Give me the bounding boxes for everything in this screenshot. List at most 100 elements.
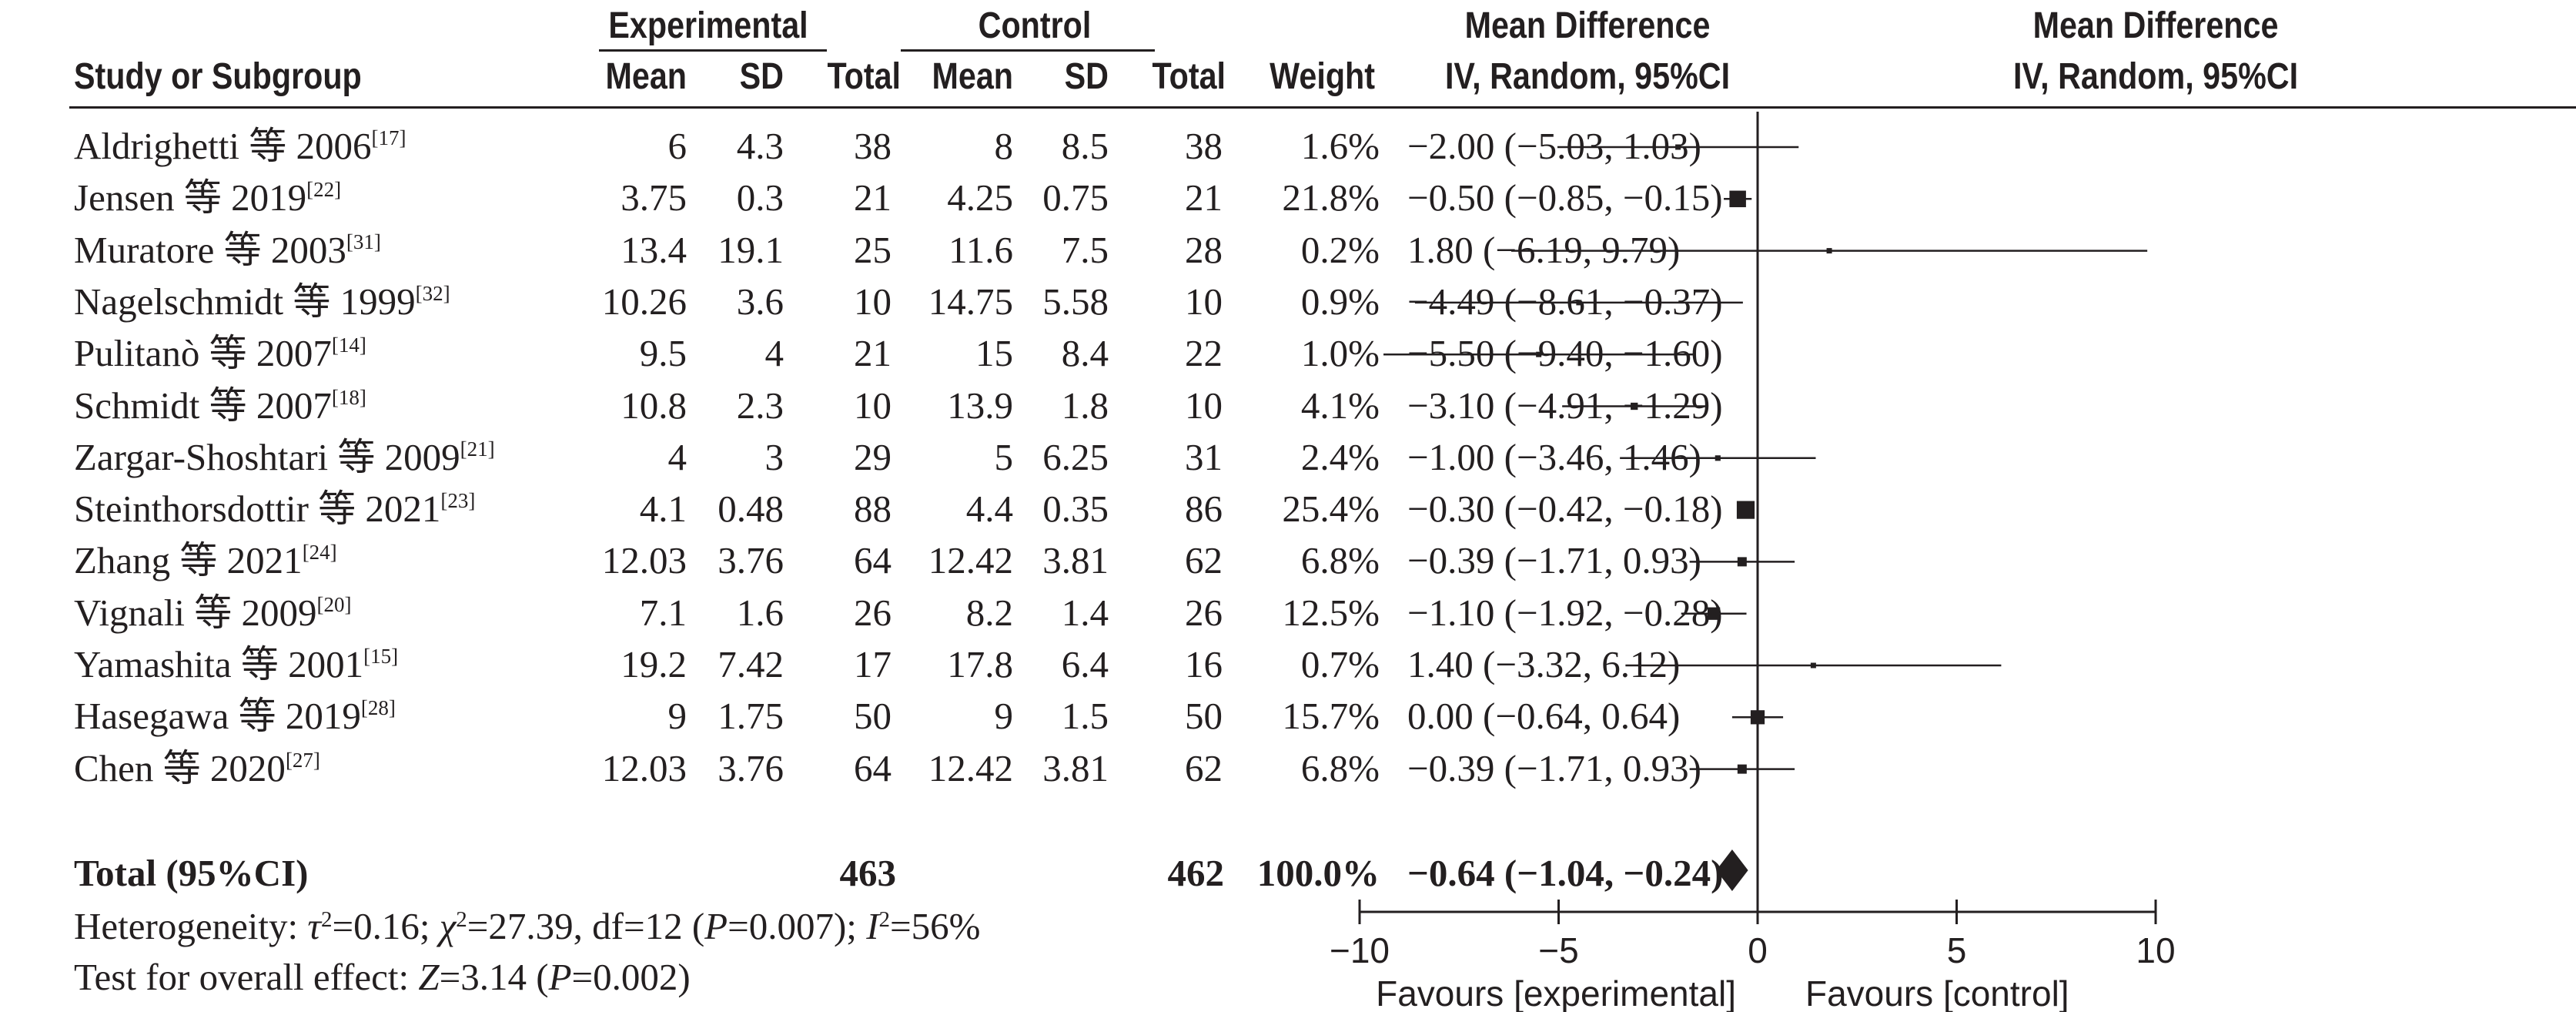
ctl-sd-cell: 3.81 xyxy=(1042,746,1109,789)
ci-text-cell: −0.39 (−1.71, 0.93) xyxy=(1407,539,1701,582)
exp-total-cell: 38 xyxy=(854,125,892,167)
effect-marker xyxy=(1631,402,1638,410)
pooled-diamond xyxy=(1716,849,1748,891)
weight-cell: 6.8% xyxy=(1300,746,1380,789)
exp-sd-cell: 4 xyxy=(764,332,785,375)
exp-mean-cell: 7.1 xyxy=(639,591,687,634)
ctl-mean-cell: 12.42 xyxy=(928,539,1013,582)
exp-sd-cell: 7.42 xyxy=(718,643,784,685)
exp-sd-cell: 3 xyxy=(764,435,785,478)
ci-text-cell: −5.50 (−9.40, −1.60) xyxy=(1407,332,1723,375)
exp-total-cell: 10 xyxy=(854,280,892,323)
weight-cell: 0.2% xyxy=(1300,228,1380,271)
exp-total-cell: 25 xyxy=(854,228,892,271)
effect-marker xyxy=(1576,300,1582,306)
ctl-total-cell: 86 xyxy=(1185,488,1223,531)
study-reference: [15] xyxy=(363,645,399,668)
ctl-sd-cell: 5.58 xyxy=(1042,280,1109,323)
ctl-mean-cell: 15 xyxy=(975,332,1013,375)
study-name: Pulitanò 等 2007[14] xyxy=(74,332,366,380)
study-name: Muratore 等 2003[31] xyxy=(74,229,381,277)
study-reference: [27] xyxy=(285,748,320,772)
exp-sd-cell: 19.1 xyxy=(718,228,784,271)
x-tick-label: −10 xyxy=(1330,930,1390,970)
header-experimental: Experimental xyxy=(608,5,808,46)
ctl-mean-cell: 8 xyxy=(994,125,1014,167)
ctl-total-cell: 10 xyxy=(1185,384,1223,427)
exp-total-cell: 17 xyxy=(854,643,892,685)
header-exp-sd: SD xyxy=(739,56,784,97)
study-reference: [17] xyxy=(371,126,406,149)
weight-cell: 1.6% xyxy=(1300,125,1380,167)
header-exp-total: Total xyxy=(827,56,901,97)
exp-mean-cell: 10.8 xyxy=(621,384,687,427)
ctl-mean-cell: 12.42 xyxy=(928,746,1013,789)
effect-marker xyxy=(1737,557,1747,567)
x-tick-label: 5 xyxy=(1947,930,1967,970)
effect-marker xyxy=(1736,501,1755,519)
header-rule xyxy=(69,106,2576,109)
study-name: Hasegawa 等 2019[28] xyxy=(74,695,396,743)
header-ctl-sd: SD xyxy=(1064,56,1109,97)
exp-mean-cell: 12.03 xyxy=(601,539,687,582)
study-name-text: Chen 等 2020 xyxy=(74,746,286,789)
effect-marker xyxy=(1675,144,1681,150)
weight-cell: 0.9% xyxy=(1300,280,1380,323)
weight-cell: 15.7% xyxy=(1282,695,1380,738)
study-name-text: Aldrighetti 等 2006 xyxy=(74,125,372,167)
exp-total-cell: 26 xyxy=(854,591,892,634)
ctl-sd-cell: 0.75 xyxy=(1042,176,1109,219)
study-name: Jensen 等 2019[22] xyxy=(74,176,341,225)
exp-total-cell: 50 xyxy=(854,695,892,738)
exp-total-cell: 29 xyxy=(854,435,892,478)
ci-text-cell: −1.00 (−3.46, 1.46) xyxy=(1407,435,1701,478)
study-name-text: Zargar-Shoshtari 等 2009 xyxy=(74,435,460,478)
ctl-sd-cell: 1.4 xyxy=(1061,591,1109,634)
effect-marker xyxy=(1826,248,1832,254)
weight-cell: 4.1% xyxy=(1300,384,1380,427)
ctl-mean-cell: 4.25 xyxy=(947,176,1013,219)
ctl-sd-cell: 1.5 xyxy=(1061,695,1109,738)
header-method-text: IV, Random, 95%CI xyxy=(1444,56,1731,97)
study-name: Zhang 等 2021[24] xyxy=(74,539,337,588)
study-name-text: Hasegawa 等 2019 xyxy=(74,695,361,738)
exp-sd-cell: 0.48 xyxy=(718,488,784,531)
exp-sd-cell: 3.76 xyxy=(718,539,784,582)
exp-mean-cell: 10.26 xyxy=(601,280,687,323)
effect-marker xyxy=(1729,190,1746,208)
ctl-mean-cell: 14.75 xyxy=(928,280,1013,323)
header-ctl-mean: Mean xyxy=(932,56,1013,97)
ctl-total-cell: 50 xyxy=(1185,695,1223,738)
exp-sd-cell: 3.6 xyxy=(736,280,784,323)
favours-experimental-label: Favours [experimental] xyxy=(1376,973,1736,1012)
x-tick-label: −5 xyxy=(1538,930,1578,970)
ctl-total-cell: 21 xyxy=(1185,176,1223,219)
ctl-mean-cell: 13.9 xyxy=(947,384,1013,427)
ctl-total-cell: 38 xyxy=(1185,125,1223,167)
total-exp-total: 463 xyxy=(839,852,897,894)
study-name-text: Vignali 等 2009 xyxy=(74,591,317,634)
exp-mean-cell: 9.5 xyxy=(639,332,687,375)
ctl-sd-cell: 1.8 xyxy=(1061,384,1109,427)
study-reference: [28] xyxy=(360,696,396,720)
exp-mean-cell: 13.4 xyxy=(621,228,687,271)
exp-total-cell: 21 xyxy=(854,332,892,375)
effect-marker xyxy=(1737,764,1747,774)
ctl-sd-cell: 7.5 xyxy=(1061,228,1109,271)
header-method-plot: IV, Random, 95%CI xyxy=(2012,56,2299,97)
experimental-underline xyxy=(599,49,827,52)
study-reference: [31] xyxy=(346,230,381,253)
header-study: Study or Subgroup xyxy=(74,56,362,97)
heterogeneity-text: Heterogeneity: τ2=0.16; χ2=27.39, df=12 … xyxy=(74,905,981,947)
header-exp-mean: Mean xyxy=(605,56,687,97)
exp-total-cell: 64 xyxy=(854,539,892,582)
study-name: Steinthorsdottir 等 2021[23] xyxy=(74,488,475,536)
exp-total-cell: 64 xyxy=(854,746,892,789)
header-ctl-total: Total xyxy=(1152,56,1226,97)
ctl-total-cell: 26 xyxy=(1185,591,1223,634)
header-control: Control xyxy=(978,5,1092,46)
header-weight: Weight xyxy=(1270,56,1375,97)
ctl-total-cell: 62 xyxy=(1185,746,1223,789)
exp-total-cell: 10 xyxy=(854,384,892,427)
